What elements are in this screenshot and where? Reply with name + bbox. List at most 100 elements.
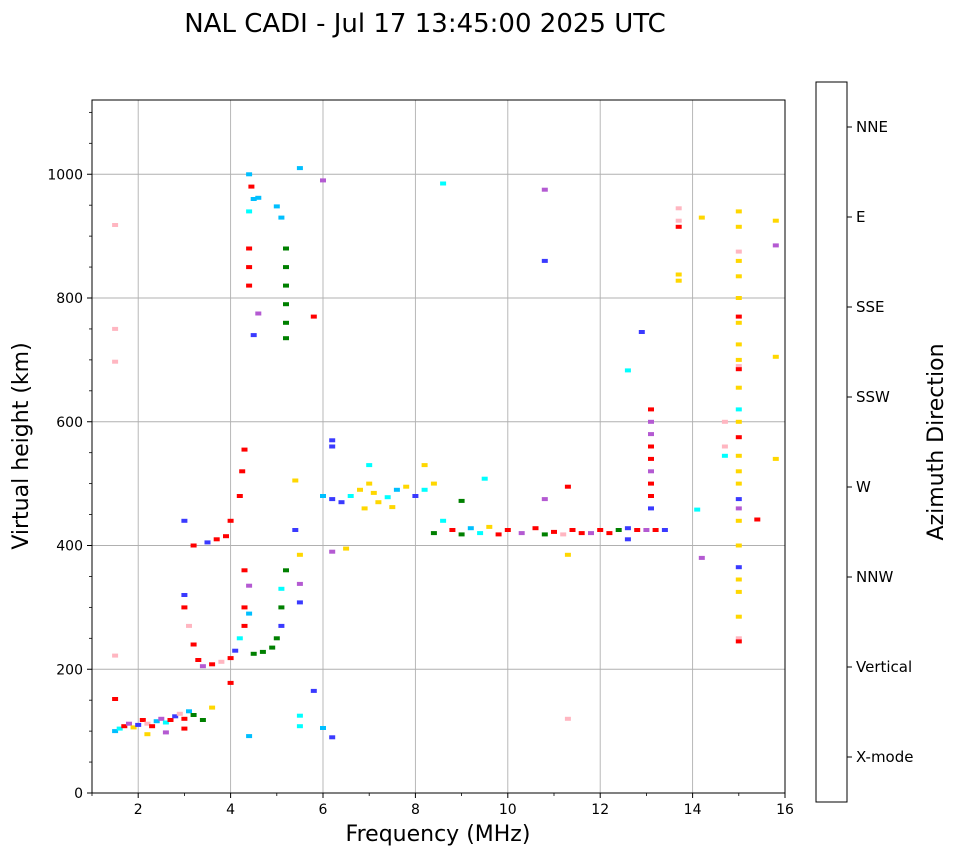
data-point: [638, 330, 645, 334]
data-point: [310, 688, 317, 693]
data-point: [250, 197, 257, 201]
data-point: [648, 407, 654, 412]
data-point: [273, 204, 280, 209]
data-point: [735, 419, 742, 424]
data-point: [255, 195, 262, 200]
data-point: [449, 528, 456, 532]
data-point: [112, 223, 119, 227]
data-point: [615, 528, 622, 532]
x-tick-label: 16: [776, 802, 794, 818]
data-point: [181, 716, 188, 721]
data-point: [278, 605, 285, 610]
data-point: [296, 166, 303, 171]
data-point: [190, 713, 197, 717]
data-point: [283, 246, 289, 251]
data-point: [735, 367, 742, 372]
data-point: [532, 526, 539, 531]
x-tick-label: 8: [411, 802, 420, 818]
data-point: [403, 484, 410, 489]
data-point: [541, 532, 548, 537]
data-point: [648, 432, 654, 437]
data-point: [158, 716, 165, 721]
data-point: [648, 506, 654, 511]
data-point: [227, 680, 234, 685]
data-point: [181, 605, 188, 610]
data-point: [370, 490, 377, 495]
data-point: [721, 419, 728, 424]
data-point: [239, 469, 246, 474]
data-point: [204, 540, 211, 545]
data-point: [735, 614, 742, 619]
data-point: [227, 518, 234, 523]
data-point: [560, 532, 567, 537]
data-point: [135, 722, 142, 727]
data-point: [130, 725, 137, 730]
data-point: [246, 172, 253, 177]
y-tick-label: 200: [56, 662, 83, 678]
data-point: [643, 528, 650, 532]
data-point: [735, 224, 742, 229]
data-point: [250, 651, 257, 656]
data-point: [296, 724, 303, 729]
colorbar-frame: [815, 81, 848, 803]
data-point: [199, 664, 206, 669]
data-point: [283, 320, 289, 325]
data-point: [467, 526, 474, 531]
data-point: [481, 476, 488, 481]
data-point: [412, 494, 419, 498]
data-point: [721, 453, 728, 458]
data-point: [564, 484, 571, 489]
data-point: [458, 498, 465, 503]
data-point: [624, 526, 631, 531]
data-point: [246, 265, 253, 270]
data-point: [624, 368, 631, 373]
data-point: [329, 438, 336, 443]
data-point: [338, 500, 345, 505]
data-point: [278, 215, 285, 220]
data-point: [246, 611, 253, 616]
data-point: [661, 528, 668, 532]
data-point: [246, 734, 253, 739]
data-point: [366, 481, 373, 486]
data-point: [735, 407, 742, 412]
data-point: [541, 187, 548, 192]
axes: 2 4 6 8 10 12 14 16 0 200 400 600 800 1000: [47, 99, 794, 818]
data-point: [283, 265, 289, 270]
data-point: [112, 697, 119, 701]
data-point: [232, 648, 239, 653]
data-point: [578, 531, 585, 536]
data-point: [772, 456, 779, 461]
data-point: [564, 552, 571, 557]
data-point: [675, 206, 682, 211]
x-tick-label: 10: [499, 802, 517, 818]
data-point: [634, 528, 641, 532]
data-point: [259, 649, 266, 654]
data-point: [278, 623, 285, 628]
colorbar-tick-label: Vertical: [856, 658, 912, 676]
x-tick-label: 4: [226, 802, 235, 818]
data-point: [112, 326, 119, 331]
data-point: [209, 662, 216, 667]
data-point: [296, 600, 303, 605]
data-point: [144, 721, 151, 726]
data-point: [246, 583, 253, 588]
y-tick-label: 400: [56, 539, 83, 555]
data-marks: [112, 166, 779, 740]
data-point: [241, 447, 248, 452]
x-tick-label: 6: [319, 802, 328, 818]
data-point: [735, 497, 742, 502]
data-point: [495, 532, 502, 537]
data-point: [421, 487, 428, 492]
data-point: [648, 419, 654, 424]
data-point: [361, 506, 368, 511]
data-point: [735, 469, 742, 474]
colorbar-tick-label: NNW: [856, 568, 893, 586]
data-point: [694, 507, 701, 512]
colorbar-tick-label: SSE: [856, 298, 885, 316]
data-point: [181, 726, 188, 731]
data-point: [675, 278, 682, 283]
data-point: [735, 506, 742, 511]
data-point: [248, 184, 255, 189]
y-axis-label: Virtual height (km): [9, 342, 34, 549]
data-point: [366, 463, 373, 468]
